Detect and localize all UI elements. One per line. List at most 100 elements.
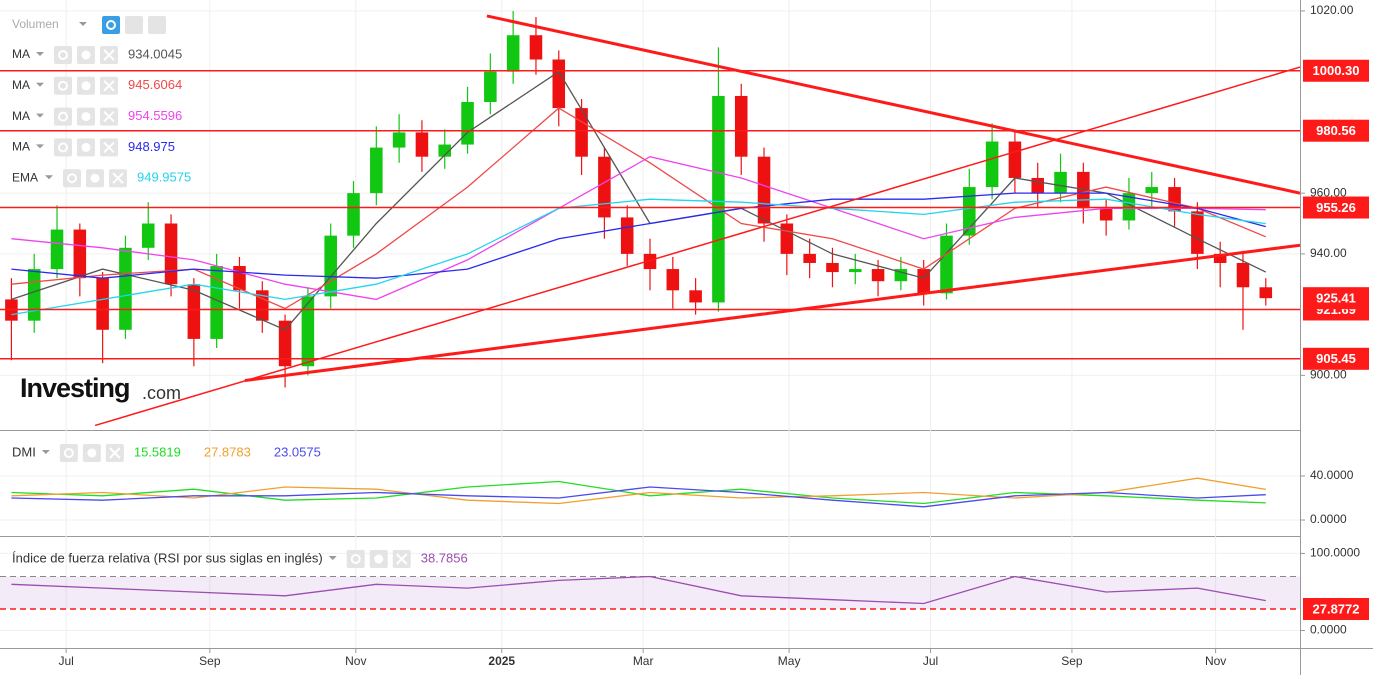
icon-glyph xyxy=(58,50,68,60)
legend: Volumen MA 934.0045 MA 945.6064 MA 954.5596 MA 9… xyxy=(12,16,191,188)
icon-glyph xyxy=(374,554,384,564)
price-tag xyxy=(1303,287,1369,310)
rsi-band xyxy=(0,576,1300,610)
icon-glyph xyxy=(90,173,100,183)
dropdown-caret xyxy=(36,113,44,118)
indicator-line xyxy=(11,486,1266,508)
x-tick-label: Mar xyxy=(633,654,654,668)
y-tick-label: 0.0000 xyxy=(1310,623,1347,637)
icon-glyph xyxy=(350,554,361,564)
dropdown-caret xyxy=(36,144,44,149)
y-tick-label: 100.0000 xyxy=(1310,546,1360,560)
candle-body xyxy=(734,95,748,157)
legend-title: Índice de fuerza relativa (RSI por sus s… xyxy=(12,550,323,565)
candle-body xyxy=(50,229,64,270)
logo-suffix: .com xyxy=(142,383,181,403)
dropdown-caret xyxy=(36,82,44,87)
icon-glyph xyxy=(81,81,91,91)
icon-glyph xyxy=(63,448,74,458)
icon-glyph xyxy=(112,172,124,184)
indicator-line xyxy=(11,156,1266,301)
legend-value: 954.5596 xyxy=(128,108,182,123)
candle-body xyxy=(415,132,429,157)
candle-body xyxy=(894,269,908,282)
indicator-line xyxy=(11,575,1266,605)
legend-name: EMA xyxy=(12,170,38,184)
dropdown-caret xyxy=(328,556,337,560)
legend-value: 27.8783 xyxy=(204,444,251,459)
icon-glyph xyxy=(81,112,91,122)
y-tick-label: 960.00 xyxy=(1310,185,1347,199)
price-tag xyxy=(1303,347,1369,370)
price-tag xyxy=(1303,598,1369,621)
candle-body xyxy=(210,266,223,339)
candle-body xyxy=(27,269,41,321)
candle-body xyxy=(985,141,999,188)
indicator-icon xyxy=(125,16,143,34)
panel-plot xyxy=(0,10,1300,427)
icon-glyph xyxy=(103,141,115,154)
legend-name: MA xyxy=(12,109,30,123)
y-tick-label: 40.0000 xyxy=(1310,468,1354,482)
indicator-line xyxy=(11,198,1266,316)
legend-title: Volumen xyxy=(12,17,59,31)
icon-glyph xyxy=(58,111,68,122)
candle-body xyxy=(598,156,611,218)
candle-body xyxy=(871,269,885,282)
candle-body xyxy=(347,193,360,236)
candle-body xyxy=(438,144,452,157)
candle-body xyxy=(689,290,702,303)
price-tag xyxy=(1303,119,1369,142)
candle-body xyxy=(278,320,292,367)
icon-glyph xyxy=(81,142,91,152)
candle-body xyxy=(712,95,725,303)
legend-value: 945.6064 xyxy=(128,77,182,92)
price-tag-label: 925.41 xyxy=(1316,291,1356,306)
x-tick-label: Sep xyxy=(1061,654,1083,668)
legend-name: MA xyxy=(12,78,30,92)
candle-body xyxy=(324,235,337,297)
indicator-icon xyxy=(54,138,72,157)
candle-body xyxy=(529,35,543,60)
x-tick-label: 2025 xyxy=(488,654,515,668)
candle-body xyxy=(826,262,839,273)
price-tag-label: 1000.30 xyxy=(1313,63,1360,78)
indicator-icon xyxy=(148,16,166,34)
y-tick-label: 0.0000 xyxy=(1310,512,1347,526)
legend-value: 38.7856 xyxy=(421,550,468,565)
legend: Índice de fuerza relativa (RSI por sus s… xyxy=(12,550,468,568)
indicator-line xyxy=(11,192,1266,279)
x-tick-label: Nov xyxy=(1205,654,1226,668)
candle-body xyxy=(803,253,816,263)
candle-body xyxy=(370,147,383,194)
icon-glyph xyxy=(58,80,68,91)
panel-plot xyxy=(11,477,1266,508)
candle-body xyxy=(461,102,474,145)
icon-glyph xyxy=(81,50,91,60)
indicator-icon xyxy=(63,169,81,188)
candle-body xyxy=(643,253,657,270)
candle-body xyxy=(848,269,862,273)
candle-body xyxy=(73,229,87,279)
x-tick-label: Jul xyxy=(923,654,938,668)
candle-body xyxy=(164,223,178,285)
x-tick-label: Jul xyxy=(58,654,73,668)
candle-body xyxy=(1054,171,1067,194)
trendline xyxy=(486,14,1300,195)
candle-body xyxy=(757,156,771,224)
panel-plot xyxy=(0,575,1300,610)
trendline xyxy=(244,243,1300,382)
legend-name: MA xyxy=(12,47,30,61)
price-tag-label: 955.26 xyxy=(1316,200,1356,215)
legend-value: 15.5819 xyxy=(134,444,181,459)
indicator-icon xyxy=(346,550,365,568)
candle-body xyxy=(780,223,794,254)
icon-glyph xyxy=(106,20,116,30)
legend-value: 23.0575 xyxy=(274,444,321,459)
indicator-icon xyxy=(102,16,120,34)
candle-body xyxy=(940,235,953,294)
dropdown-caret xyxy=(41,450,50,454)
x-tick-label: Sep xyxy=(199,654,221,668)
